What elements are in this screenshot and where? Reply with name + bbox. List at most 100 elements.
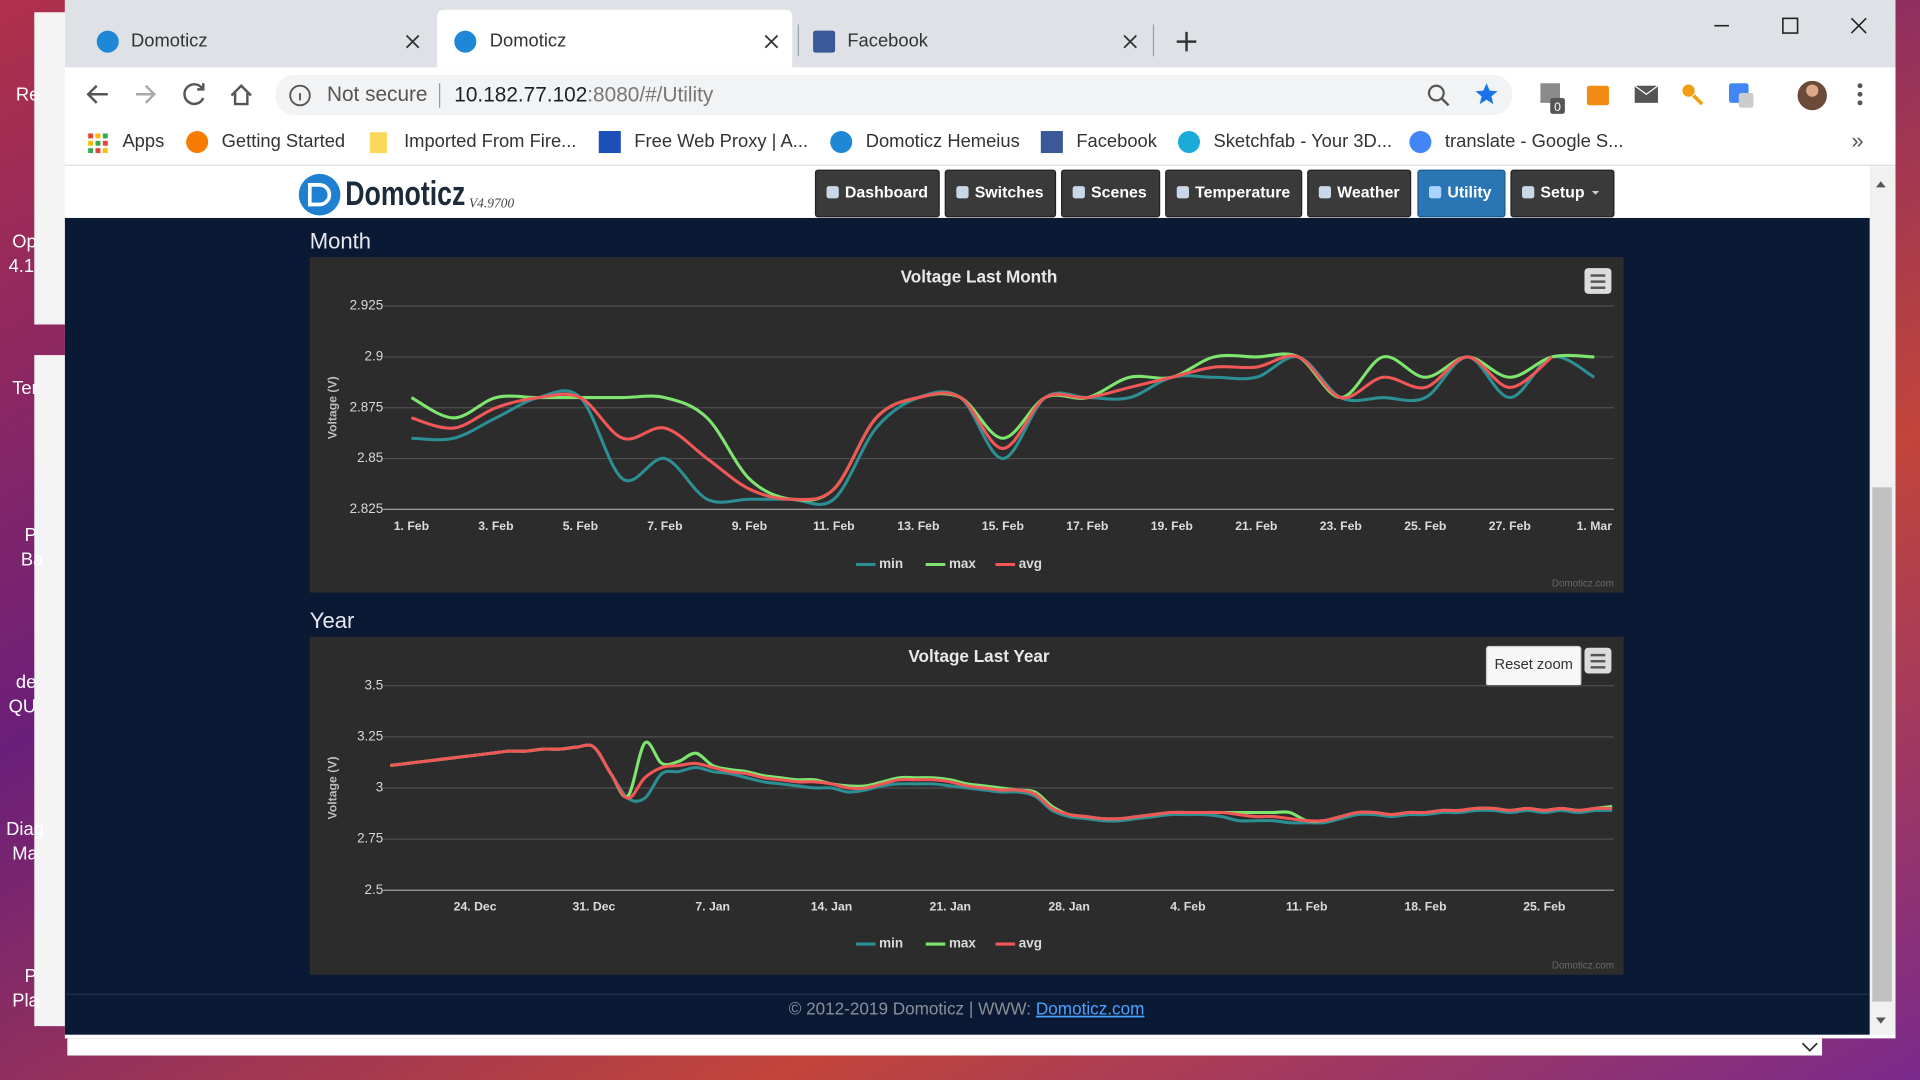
footer-link[interactable]: Domoticz.com — [1036, 999, 1144, 1019]
y-axis-title: Voltage (V) — [325, 376, 339, 439]
nav-icon — [1522, 186, 1535, 199]
legend-label[interactable]: max — [949, 936, 976, 951]
reset-zoom-label[interactable]: Reset zoom — [1494, 657, 1572, 673]
y-tick-label: 2.825 — [350, 501, 384, 516]
chart: Year Voltage Last Year Reset zoom 2.5 2.75 3 3… — [309, 608, 1624, 975]
x-tick-label: 1. Feb — [394, 519, 429, 533]
bookmark[interactable]: Apps — [122, 130, 164, 151]
nav-icon — [956, 186, 969, 199]
x-tick-label: 19. Feb — [1151, 519, 1193, 533]
tab-title[interactable]: Domoticz — [490, 29, 567, 50]
apps-icon — [95, 133, 101, 139]
desktop-icon-label: QU — [9, 696, 37, 717]
legend-label[interactable]: avg — [1019, 556, 1042, 571]
active-tab[interactable] — [437, 9, 793, 68]
url-host: 10.182.77.102 — [454, 83, 587, 106]
desktop-icon-label: Ma — [12, 843, 38, 864]
nav-buttons[interactable] — [86, 83, 252, 106]
logo-text: Domoticz — [345, 175, 465, 213]
tab-close-icons[interactable] — [405, 34, 1137, 49]
info-icon[interactable] — [289, 84, 311, 107]
x-tick-label: 7. Jan — [695, 900, 730, 914]
y-tick-label: 3.5 — [365, 677, 384, 692]
chart-credits[interactable]: Domoticz.com — [1552, 961, 1614, 972]
legend-label[interactable]: max — [949, 556, 976, 571]
nav-button[interactable] — [1307, 169, 1412, 218]
chart-credits[interactable]: Domoticz.com — [1552, 579, 1614, 590]
x-tick-label: 25. Feb — [1404, 519, 1446, 533]
legend-label[interactable]: min — [879, 936, 903, 951]
series-line — [410, 352, 1595, 502]
footer-text: © 2012-2019 Domoticz | WWW: — [789, 999, 1031, 1019]
x-tick-label: 3. Feb — [478, 519, 513, 533]
bookmark[interactable]: Facebook — [1076, 130, 1157, 151]
x-tick-label: 21. Feb — [1235, 519, 1277, 533]
logo-version: V4.9700 — [469, 196, 514, 211]
chart-menu-bar — [1590, 280, 1606, 283]
omnibox[interactable] — [275, 74, 1513, 116]
tab-icons — [96, 30, 836, 53]
nav-button[interactable] — [814, 169, 940, 218]
series-line — [411, 354, 1554, 502]
nav-label[interactable]: Dashboard — [845, 185, 928, 202]
dropdown-caret — [1591, 191, 1600, 195]
bookmark[interactable]: Domoticz Hemeius — [866, 130, 1020, 151]
window-controls[interactable] — [1714, 17, 1867, 34]
desktop-icon-label: Op — [12, 230, 36, 251]
x-tick-label: 7. Feb — [647, 519, 682, 533]
chart: Month Voltage Last Month 2.825 2.85 2.875 2.9… — [309, 228, 1624, 593]
apps-icon — [95, 148, 101, 154]
chart-menu-bar — [1590, 274, 1606, 277]
nav-label[interactable]: Weather — [1337, 185, 1399, 202]
nav-button[interactable] — [1417, 169, 1506, 218]
nav-button[interactable] — [1061, 169, 1161, 218]
bookmark[interactable]: translate - Google S... — [1445, 130, 1624, 151]
scrollbar-thumb[interactable] — [1872, 487, 1892, 1002]
url: 10.182.77.102:8080/#/Utility — [454, 83, 714, 106]
nav-label[interactable]: Setup — [1540, 185, 1584, 202]
nav-label[interactable]: Scenes — [1091, 185, 1147, 202]
legend-label[interactable]: avg — [1019, 936, 1042, 951]
x-tick-label: 24. Dec — [454, 900, 497, 914]
x-tick-label: 27. Feb — [1489, 519, 1531, 533]
section-heading: Month — [310, 228, 371, 253]
new-tab-button[interactable] — [1176, 31, 1197, 52]
nav-button[interactable] — [944, 169, 1057, 218]
bottom-chevron[interactable] — [1801, 1042, 1818, 1052]
chart-menu-bar — [1590, 666, 1606, 669]
x-tick-label: 28. Jan — [1048, 900, 1090, 914]
desktop-icon-label: Re — [16, 83, 39, 104]
nav-icon — [1428, 186, 1442, 199]
nav-label[interactable]: Switches — [975, 185, 1044, 202]
x-tick-label: 11. Feb — [1286, 900, 1327, 914]
nav-icon — [1176, 186, 1189, 199]
bookmark[interactable]: Sketchfab - Your 3D... — [1213, 130, 1392, 151]
x-tick-label: 31. Dec — [572, 900, 615, 914]
bookmark[interactable]: Getting Started — [222, 130, 346, 151]
bookmark-icon — [186, 131, 209, 154]
nav-label[interactable]: Utility — [1447, 185, 1491, 202]
tab-title[interactable]: Domoticz — [131, 29, 208, 50]
bookmark[interactable]: Free Web Proxy | A... — [634, 130, 808, 151]
x-tick-label: 9. Feb — [732, 519, 767, 533]
x-tick-label: 15. Feb — [982, 519, 1024, 533]
logo-icon — [307, 183, 332, 207]
nav-button[interactable] — [1165, 169, 1303, 218]
bookmark-icon — [1409, 131, 1432, 154]
bookmarks-overflow[interactable]: » — [1851, 128, 1863, 153]
tab-strip — [64, 0, 1896, 68]
legend-label[interactable]: min — [879, 556, 903, 571]
y-tick-label: 2.5 — [365, 882, 384, 897]
chart-panel — [309, 257, 1624, 593]
nav-label[interactable]: Temperature — [1195, 185, 1290, 202]
tab-title[interactable]: Facebook — [847, 29, 928, 50]
nav-button[interactable] — [1510, 169, 1615, 218]
desktop-labels: Re Op 4.1 Ter P Ba de QU Diag Ma P Pla — [6, 83, 44, 1010]
chart-title: Voltage Last Year — [908, 646, 1050, 666]
bookmark[interactable]: Imported From Fire... — [404, 130, 576, 151]
charts: Month Voltage Last Month 2.825 2.85 2.875 2.9… — [309, 228, 1624, 975]
apps-icon — [88, 133, 94, 139]
x-tick-label: 14. Jan — [811, 900, 853, 914]
toolbar-icons[interactable] — [1427, 80, 1863, 114]
